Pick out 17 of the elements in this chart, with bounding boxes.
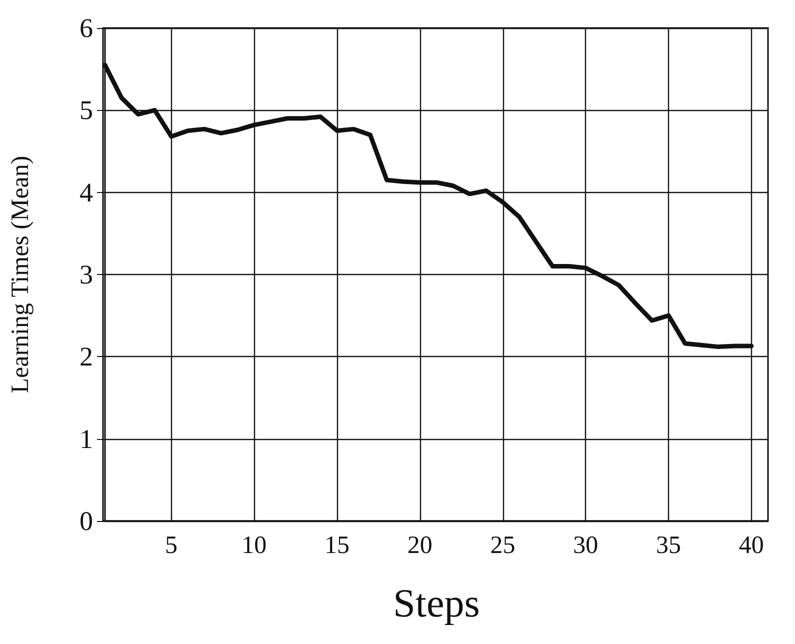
x-tick-label: 5 (165, 532, 178, 559)
x-tick-label: 40 (738, 532, 764, 559)
y-tick-label: 2 (80, 342, 93, 372)
x-tick-label: 25 (490, 532, 516, 559)
x-tick-label: 35 (656, 532, 682, 559)
y-axis-title: Learning Times (Mean) (7, 156, 34, 394)
x-tick-label: 15 (324, 532, 350, 559)
y-tick-label: 6 (80, 13, 93, 43)
y-tick-label: 0 (80, 506, 93, 536)
x-tick-label: 20 (407, 532, 432, 559)
y-tick-label: 4 (80, 177, 94, 208)
y-tick-label: 1 (80, 424, 93, 454)
y-tick-label: 5 (80, 95, 93, 126)
x-axis-title: Steps (393, 580, 480, 626)
x-tick-label: 30 (573, 532, 598, 559)
y-tick-label: 3 (80, 260, 93, 290)
x-tick-label: 10 (242, 532, 267, 559)
